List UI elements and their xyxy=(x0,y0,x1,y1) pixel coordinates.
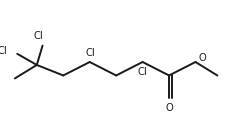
Text: O: O xyxy=(197,53,205,63)
Text: Cl: Cl xyxy=(86,48,95,58)
Text: O: O xyxy=(164,103,172,113)
Text: Cl: Cl xyxy=(137,67,147,77)
Text: Cl: Cl xyxy=(34,31,43,41)
Text: Cl: Cl xyxy=(0,46,7,57)
